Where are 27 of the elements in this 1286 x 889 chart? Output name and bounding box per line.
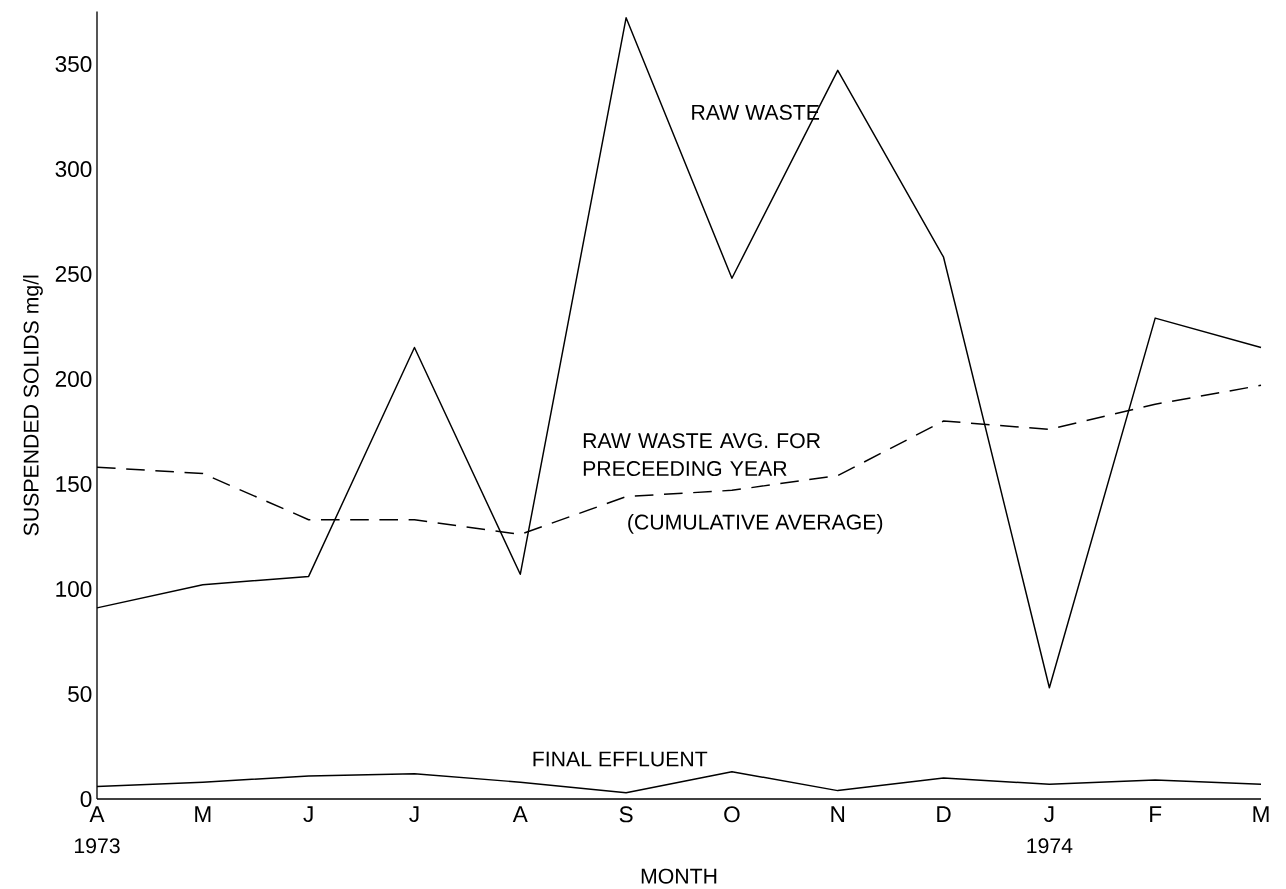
x-tick-label: O <box>724 806 740 823</box>
x-tick-label: J <box>1044 806 1054 823</box>
y-tick-label: 350 <box>55 56 92 73</box>
x-tick-label: M <box>195 806 211 822</box>
y-tick-label: 200 <box>55 371 92 388</box>
x-tick-label: J <box>409 806 419 823</box>
x-tick-label: F <box>1150 806 1162 822</box>
x-tick-label: D <box>937 806 951 822</box>
series-label: FINAL EFFLUENT <box>533 751 708 767</box>
y-tick-label: 50 <box>68 686 92 703</box>
x-tick-label: A <box>512 806 528 822</box>
y-tick-label: 150 <box>56 476 92 493</box>
y-tick-label: 250 <box>55 266 92 283</box>
x-tick-label: N <box>831 806 845 822</box>
y-tick-label: 300 <box>55 161 92 178</box>
series-label: RAW WASTE AVG. FOR PRECEEDING YEAR <box>583 433 821 477</box>
y-axis-title: SUSPENDED SOLIDS mg/l <box>23 275 43 536</box>
text: 1974 <box>1027 838 1073 854</box>
x-tick-label: M <box>1253 806 1269 822</box>
annotation: (CUMULATIVE AVERAGE) <box>628 514 883 534</box>
text: 1973 <box>74 838 120 854</box>
y-tick-label: 100 <box>56 581 92 598</box>
x-tick-label: J <box>303 806 313 823</box>
y-tick-label: 0 <box>80 791 92 807</box>
x-tick-label: S <box>619 806 633 823</box>
x-tick-label: A <box>89 806 105 822</box>
x-axis-title: MONTH <box>641 868 717 884</box>
